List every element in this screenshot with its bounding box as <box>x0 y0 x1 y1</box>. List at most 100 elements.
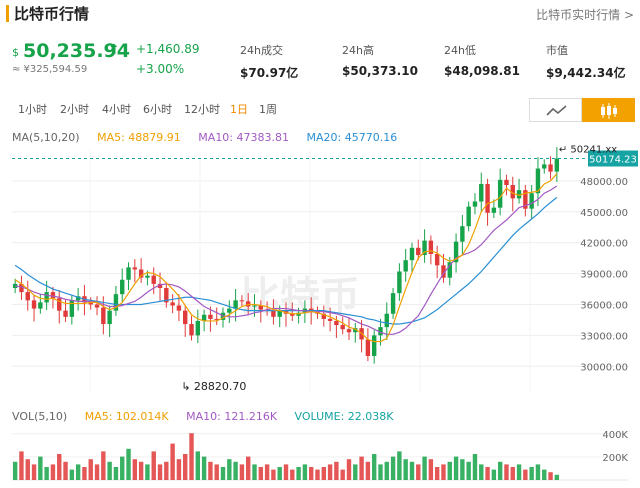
volume-bar <box>510 467 515 480</box>
volume-bar <box>277 467 282 480</box>
candle-body <box>371 335 377 356</box>
volume-bar <box>176 459 182 480</box>
candle-body <box>120 279 125 295</box>
volume-bar <box>12 461 18 480</box>
volume-bar <box>252 464 257 480</box>
candle-body <box>157 283 163 288</box>
candle-body <box>516 190 522 199</box>
low-price-marker: ↳ 28820.70 <box>181 380 246 393</box>
volume-bar <box>69 469 75 480</box>
candle-body <box>460 226 465 242</box>
tab-12h[interactable]: 12小时 <box>184 103 220 116</box>
candle-body <box>101 307 106 325</box>
volume-bar <box>384 461 389 480</box>
candle-body <box>38 302 43 309</box>
volume-bar <box>113 467 119 480</box>
volume-bar <box>44 467 49 480</box>
stat-label: 市值 <box>546 44 568 57</box>
volume-bar <box>126 448 131 480</box>
volume-bar <box>201 456 207 480</box>
ma10-value: MA10: 47383.81 <box>198 131 289 144</box>
stat-value: $9,442.34亿 <box>546 66 626 80</box>
candle-body <box>535 168 541 194</box>
volume-bar <box>466 461 471 480</box>
candle-body <box>176 305 182 311</box>
volume-bar <box>214 464 219 480</box>
volume-bar <box>264 464 270 480</box>
volume-bar <box>371 454 377 480</box>
tab-6h[interactable]: 6小时 <box>143 103 172 116</box>
volume-bar <box>246 456 251 480</box>
volume-bar <box>170 443 175 480</box>
volume-bar <box>472 454 478 480</box>
candle-body <box>542 164 547 169</box>
volume-value: VOLUME: 22.038K <box>294 410 394 423</box>
volume-bar <box>151 451 156 480</box>
realtime-quote-link[interactable]: 比特币实时行情 > <box>536 8 634 22</box>
candle-body <box>57 298 62 311</box>
candle-body <box>113 294 119 311</box>
tab-1w[interactable]: 1周 <box>259 103 277 116</box>
candle-body <box>233 300 238 309</box>
candle-body <box>390 293 396 314</box>
price-tick-label: 45000.00 <box>580 208 628 219</box>
stat-label: 24h成交 <box>240 44 283 57</box>
volume-bar <box>57 454 62 480</box>
volume-bar <box>321 467 326 480</box>
volume-tick-label: 400K <box>602 430 628 441</box>
candle-body <box>201 314 207 321</box>
volume-bar <box>296 467 301 480</box>
candle-body <box>277 310 282 317</box>
volume-bar <box>189 433 194 480</box>
candle-body <box>189 324 194 336</box>
volume-bar <box>334 461 339 480</box>
candle-body <box>472 201 478 207</box>
tab-2h[interactable]: 2小时 <box>60 103 89 116</box>
candle-body <box>44 292 49 303</box>
tab-1h[interactable]: 1小时 <box>18 103 47 116</box>
stat-market-cap: 市值 $9,442.34亿 <box>546 42 626 81</box>
tab-1d[interactable]: 1日 <box>230 103 248 116</box>
candle-body <box>183 310 188 325</box>
volume-bar <box>346 459 352 480</box>
candle-body <box>497 179 503 208</box>
price-change-absolute: +1,460.89 <box>136 42 200 56</box>
volume-bar <box>107 461 112 480</box>
line-chart-toggle[interactable] <box>529 98 582 122</box>
candlestick-toggle[interactable] <box>582 98 635 122</box>
candle-body <box>327 318 333 321</box>
candlestick-icon <box>601 103 617 119</box>
currency-symbol: $ <box>12 46 19 59</box>
volume-legend: VOL(5,10) MA5: 102.014K MA10: 121.216K V… <box>12 410 408 423</box>
volume-bar <box>453 456 459 480</box>
volume-bar <box>340 469 345 480</box>
volume-bar <box>529 467 534 480</box>
volume-bar <box>491 469 497 480</box>
volume-bar <box>302 464 308 480</box>
volume-bar <box>308 467 314 480</box>
volume-bar <box>50 464 56 480</box>
volume-bar <box>283 464 289 480</box>
candle-body <box>145 275 150 278</box>
vol-ma10-value: MA10: 121.216K <box>186 410 278 423</box>
volume-bar <box>101 451 106 480</box>
candle-body <box>88 302 93 305</box>
candle-body <box>504 179 509 186</box>
current-price-label-bg <box>588 150 638 167</box>
candle-body <box>416 247 421 256</box>
volume-bar <box>516 464 522 480</box>
candle-body <box>170 302 175 306</box>
candle-body <box>107 310 112 325</box>
candle-body <box>346 329 352 333</box>
tab-4h[interactable]: 4小时 <box>102 103 131 116</box>
stat-label: 24h低 <box>444 44 476 57</box>
volume-bar <box>523 469 528 480</box>
volume-bar <box>365 461 371 480</box>
volume-bar <box>145 464 150 480</box>
candle-body <box>409 247 415 261</box>
candle-body <box>422 240 427 256</box>
price-change-percent: +3.00% <box>136 62 185 76</box>
high-price-marker: ↵ 50241.xx <box>559 145 617 156</box>
volume-bar <box>460 459 465 480</box>
